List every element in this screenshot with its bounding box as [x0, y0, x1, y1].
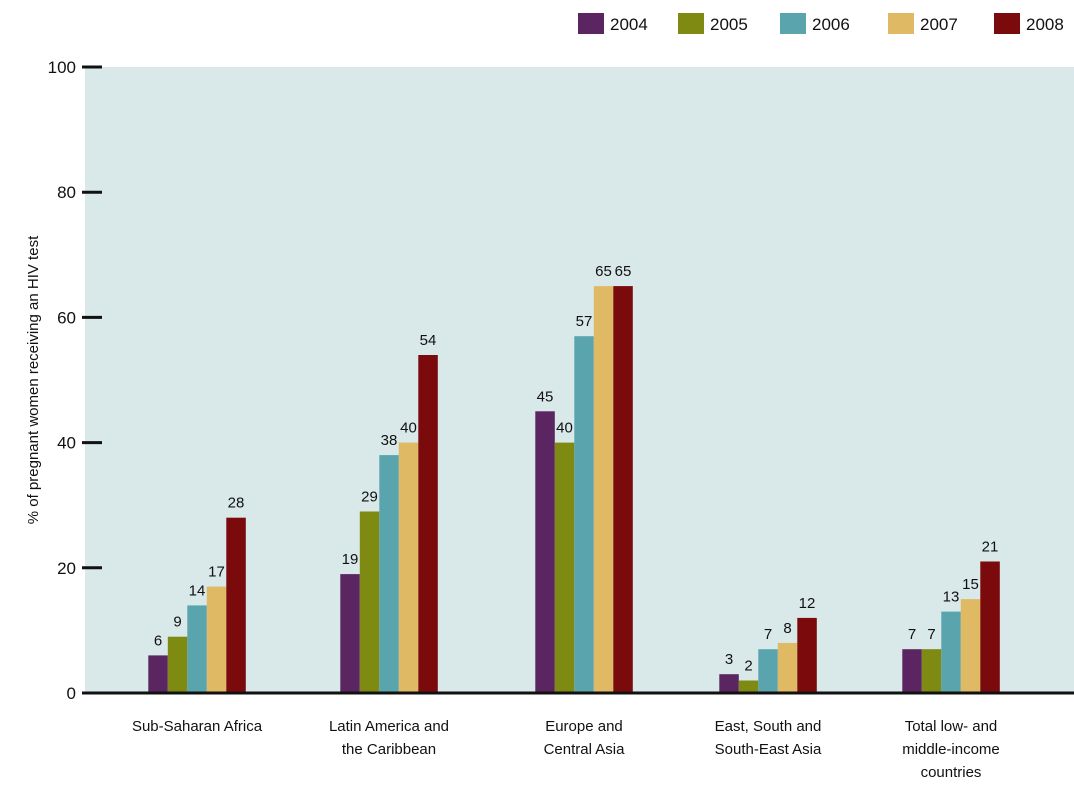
bar-2007-cat-4: [960, 599, 981, 693]
legend-swatch-2006: [780, 13, 806, 34]
category-label-line: East, South and: [715, 718, 822, 735]
bar-value-label: 12: [799, 595, 816, 612]
x-axis-categories: Sub-Saharan Africa Latin America and the C…: [132, 718, 1000, 781]
bar-value-label: 19: [342, 551, 359, 568]
y-tick-label: 20: [57, 559, 76, 578]
bar-value-label: 7: [764, 626, 772, 643]
y-tick-label: 0: [67, 684, 76, 703]
bar-2004-cat-2: [535, 411, 555, 693]
bar-2008-cat-3: [797, 617, 817, 693]
bar-value-label: 57: [576, 313, 593, 330]
bar-value-label: 38: [381, 432, 398, 449]
bar-2005-cat-2: [554, 442, 575, 693]
bar-2004-cat-3: [719, 674, 739, 693]
bar-value-label: 3: [725, 651, 733, 668]
bar-2005-cat-4: [921, 649, 942, 693]
y-tick-label: 40: [57, 434, 76, 453]
bar-2004-cat-0: [148, 655, 168, 693]
bar-2007-cat-0: [206, 586, 227, 693]
y-axis: 0 20 40 60 80 100: [48, 58, 102, 703]
bar-value-label: 7: [927, 626, 935, 643]
y-tick-label: 80: [57, 183, 76, 202]
bar-2006-cat-3: [758, 649, 778, 693]
category-label: Total low- and middle-income countries: [902, 718, 1000, 781]
bar-value-label: 6: [154, 632, 162, 649]
bar-2008-cat-4: [980, 561, 1000, 693]
category-label-line: Sub-Saharan Africa: [132, 718, 263, 735]
bar-2007-cat-1: [398, 442, 419, 693]
legend-label-2006: 2006: [812, 15, 850, 34]
bar-value-label: 40: [400, 420, 417, 437]
bar-value-label: 17: [208, 564, 225, 581]
bar-value-label: 14: [189, 582, 206, 599]
category-label-line: middle-income: [902, 741, 1000, 758]
category-label: Sub-Saharan Africa: [132, 718, 263, 735]
bar-value-label: 40: [556, 420, 573, 437]
bar-value-label: 9: [173, 614, 181, 631]
bar-2005-cat-1: [359, 511, 380, 693]
bar-2004-cat-4: [902, 649, 922, 693]
category-label-line: Latin America and: [329, 718, 449, 735]
y-tick-label: 60: [57, 308, 76, 327]
bar-value-label: 29: [361, 489, 378, 506]
bar-value-label: 8: [783, 620, 791, 637]
category-label-line: Europe and: [545, 718, 623, 735]
bar-2006-cat-4: [941, 611, 961, 693]
bar-value-label: 54: [420, 332, 437, 349]
bar-value-label: 45: [537, 388, 554, 405]
category-label: Latin America and the Caribbean: [329, 718, 449, 758]
bar-value-label: 28: [228, 495, 245, 512]
legend-swatch-2007: [888, 13, 914, 34]
y-tick-label: 100: [48, 58, 76, 77]
legend-label-2005: 2005: [710, 15, 748, 34]
bar-value-label: 13: [943, 589, 960, 606]
bar-value-label: 15: [962, 576, 979, 593]
legend-swatch-2004: [578, 13, 604, 34]
bar-value-label: 65: [615, 263, 632, 280]
bars-group: [148, 286, 1000, 693]
bar-2008-cat-2: [613, 286, 633, 693]
bar-value-label: 7: [908, 626, 916, 643]
legend: 2004 2005 2006 2007 2008: [578, 13, 1064, 34]
bar-2005-cat-3: [738, 680, 759, 693]
bar-2004-cat-1: [340, 574, 360, 693]
category-label-line: Central Asia: [544, 741, 626, 758]
category-label: East, South and South-East Asia: [715, 718, 822, 758]
legend-label-2004: 2004: [610, 15, 648, 34]
category-label-line: countries: [921, 764, 982, 781]
y-axis-title: % of pregnant women receiving an HIV tes…: [25, 235, 42, 524]
bar-2006-cat-0: [187, 605, 207, 693]
bar-2006-cat-1: [379, 455, 399, 693]
bar-value-label: 2: [744, 658, 752, 675]
bar-2006-cat-2: [574, 336, 594, 693]
bar-value-label: 21: [982, 539, 999, 556]
category-label-line: the Caribbean: [342, 741, 436, 758]
legend-label-2008: 2008: [1026, 15, 1064, 34]
category-label-line: Total low- and: [905, 718, 998, 735]
bar-value-label: 65: [595, 263, 612, 280]
legend-label-2007: 2007: [920, 15, 958, 34]
legend-swatch-2005: [678, 13, 704, 34]
category-label-line: South-East Asia: [715, 741, 822, 758]
bar-2005-cat-0: [167, 636, 188, 693]
legend-swatch-2008: [994, 13, 1020, 34]
bar-2008-cat-0: [226, 517, 246, 693]
category-label: Europe and Central Asia: [544, 718, 626, 758]
bar-2007-cat-2: [593, 286, 614, 693]
bar-2008-cat-1: [418, 355, 438, 693]
bar-2007-cat-3: [777, 642, 798, 693]
